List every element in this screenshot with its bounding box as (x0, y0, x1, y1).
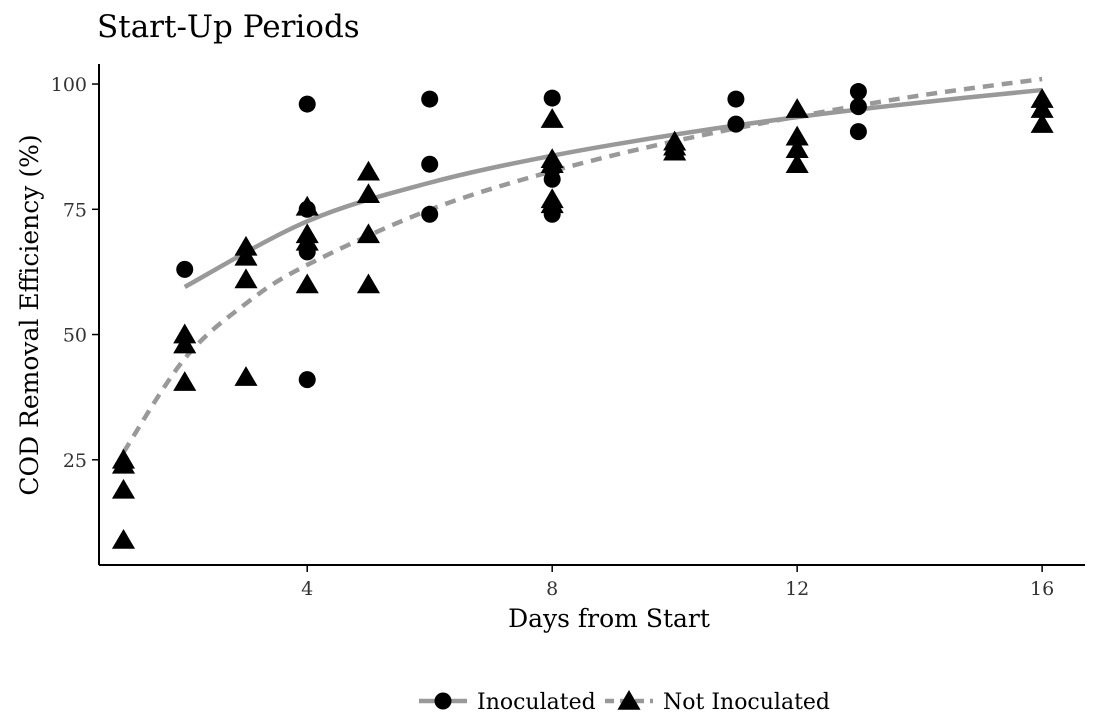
data-point-circle (421, 205, 439, 223)
data-point-triangle (234, 245, 258, 266)
data-point-triangle (1030, 98, 1054, 118)
x-axis-ticks: 4 8 12 16 (301, 565, 1054, 600)
data-point-triangle (234, 366, 258, 386)
data-point-circle (727, 115, 745, 133)
chart-title: Start-Up Periods (97, 9, 360, 45)
data-point-triangle (540, 193, 564, 214)
data-point-triangle (785, 98, 809, 118)
x-tick-label: 16 (1030, 578, 1054, 600)
legend-key-triangle (617, 690, 641, 710)
data-point-triangle (295, 230, 319, 251)
data-point-triangle (356, 160, 381, 181)
data-point-triangle (173, 323, 197, 344)
data-point-circle (298, 95, 316, 113)
x-tick-label: 4 (301, 578, 313, 600)
x-tick-label: 8 (546, 578, 558, 600)
y-tick-label: 25 (63, 450, 87, 472)
trend-line-inoculated (183, 87, 1043, 289)
legend-label: Not Inoculated (663, 690, 830, 715)
y-tick-label: 75 (63, 199, 87, 221)
data-point-triangle (663, 140, 687, 161)
data-point-triangle (295, 273, 319, 294)
data-point-circle (543, 89, 561, 107)
plot-area (111, 76, 1054, 549)
data-point-circle (543, 170, 561, 188)
legend: Inoculated Not Inoculated (419, 690, 830, 715)
data-point-triangle (356, 273, 381, 294)
data-point-triangle (785, 138, 809, 158)
y-tick-label: 100 (51, 74, 87, 96)
legend-key-circle (434, 692, 452, 710)
data-point-triangle (356, 223, 381, 244)
data-point-triangle (111, 478, 136, 499)
data-point-triangle (540, 108, 564, 128)
data-point-circle (849, 123, 867, 141)
data-point-triangle (173, 333, 197, 354)
y-tick-label: 50 (63, 325, 87, 347)
data-point-circle (849, 83, 867, 101)
data-point-triangle (234, 268, 258, 289)
data-point-circle (421, 90, 439, 108)
data-point-circle (176, 260, 194, 278)
data-point-triangle (111, 453, 136, 474)
data-point-triangle (356, 183, 381, 204)
data-point-circle (298, 371, 316, 389)
data-point-triangle (1030, 113, 1054, 133)
x-axis-label: Days from Start (508, 604, 710, 633)
data-point-triangle (1030, 88, 1054, 108)
data-point-triangle (295, 195, 319, 216)
data-point-triangle (785, 125, 809, 146)
data-point-triangle (173, 371, 197, 391)
data-point-triangle (540, 153, 564, 173)
x-tick-label: 12 (785, 578, 809, 600)
data-point-circle (727, 90, 745, 108)
y-axis-label: COD Removal Efficiency (%) (15, 134, 44, 495)
trend-line-not-inoculated (121, 76, 1043, 454)
data-point-circle (421, 155, 439, 173)
data-point-triangle (111, 528, 136, 549)
data-point-triangle (234, 235, 258, 256)
data-point-triangle (785, 153, 809, 173)
y-axis-ticks: 25 50 75 100 (51, 74, 99, 472)
legend-label: Inoculated (477, 690, 596, 715)
data-point-circle (849, 98, 867, 116)
